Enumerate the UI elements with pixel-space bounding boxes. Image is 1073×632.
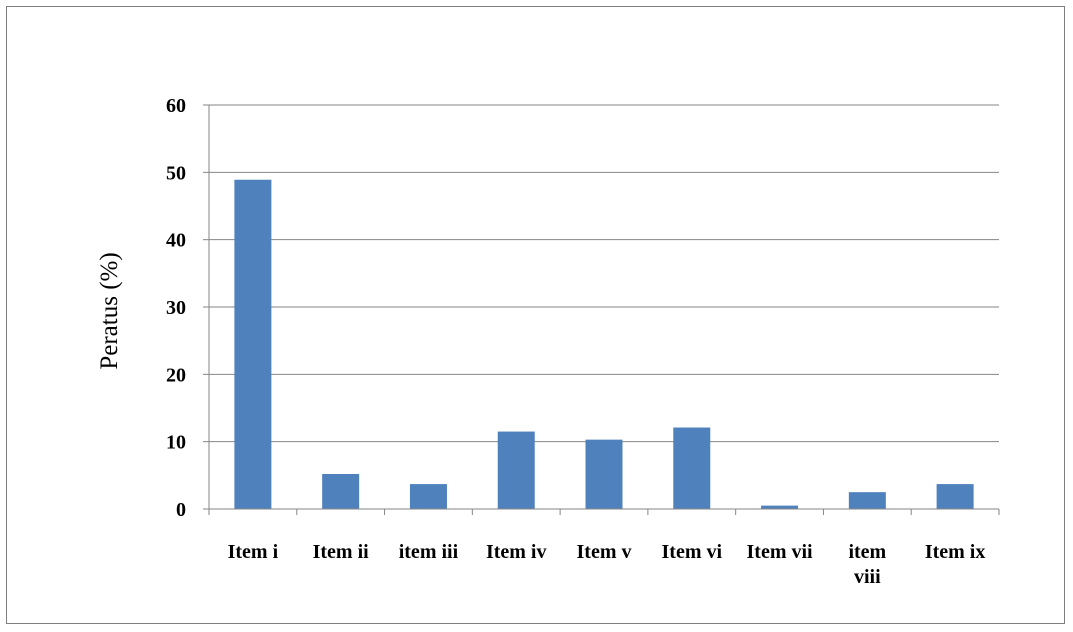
x-axis-ticks: Item i Item ii item iii Item iv Item v Item v… [209, 508, 999, 588]
y-axis-ticks: 0 10 20 30 40 50 60 [166, 95, 186, 521]
x-tick-label: Item i [228, 541, 279, 563]
y-axis-label: Peratus (%) [96, 252, 123, 369]
bar [234, 179, 272, 510]
x-tick-label: Item vi [662, 541, 723, 563]
y-tick-label: 30 [166, 297, 186, 319]
y-tick-label: 10 [166, 432, 186, 454]
x-tick-label: item iii [399, 541, 459, 563]
bar [585, 439, 623, 509]
y-tick-label: 40 [166, 230, 186, 252]
x-tick-label: Item ii [313, 541, 370, 563]
y-tick-label: 20 [166, 364, 186, 386]
chart-frame [6, 6, 1065, 624]
x-tick-label: Item v [577, 541, 632, 563]
bar [936, 484, 974, 509]
y-tick-label: 50 [166, 162, 186, 184]
bar [848, 492, 886, 509]
bar [761, 505, 799, 509]
bars [234, 179, 974, 510]
bar [409, 484, 447, 509]
bar [497, 431, 535, 509]
x-tick-label: item [848, 541, 886, 563]
bar [322, 473, 360, 509]
y-tick-label: 0 [176, 499, 186, 521]
x-tick-label: Item vii [747, 541, 814, 563]
y-tick-label: 60 [166, 95, 186, 117]
x-tick-label: viii [854, 566, 881, 588]
x-tick-label: Item iv [486, 541, 547, 563]
x-tick-label: Item ix [925, 541, 986, 563]
bar [673, 427, 711, 509]
